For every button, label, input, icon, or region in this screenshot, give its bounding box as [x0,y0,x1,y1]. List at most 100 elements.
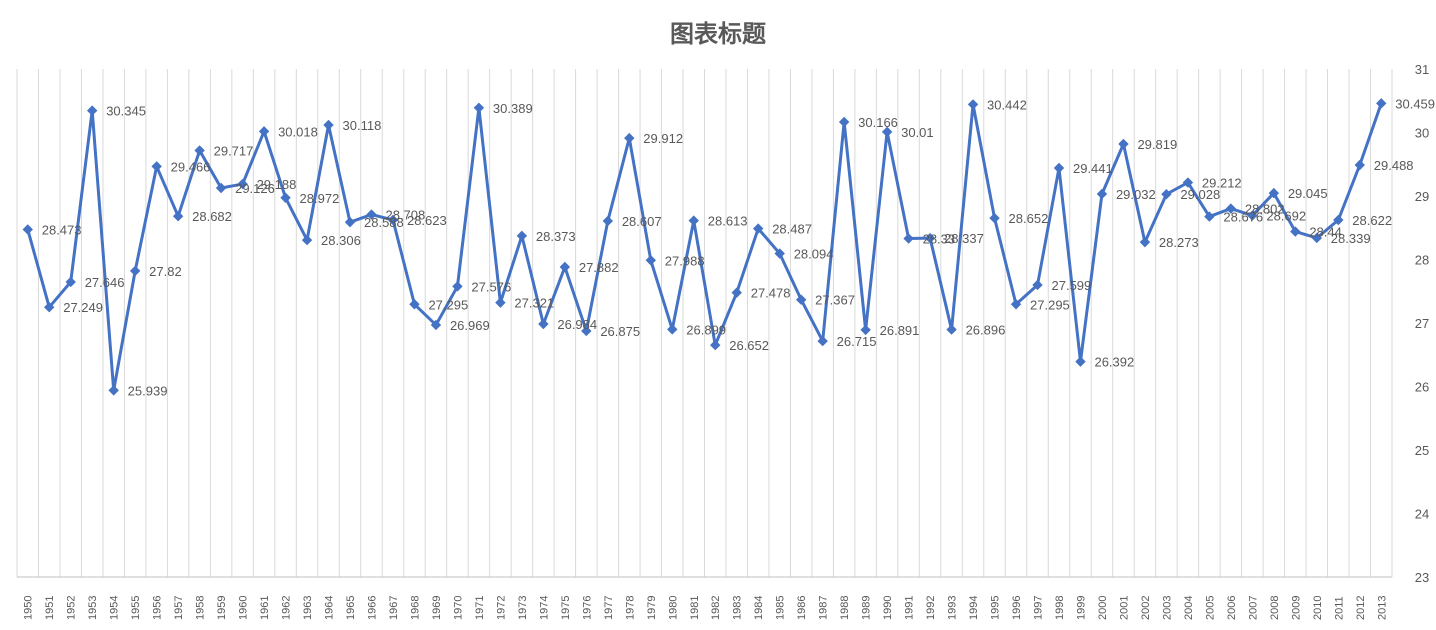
x-tick-label: 1995 [990,596,1002,620]
data-label: 28.676 [1223,210,1263,225]
data-point-marker [344,216,356,228]
data-point-marker [1075,356,1086,367]
data-point-marker [1118,138,1129,150]
data-label: 27.367 [815,293,855,308]
x-tick-label: 2004 [1183,596,1195,620]
data-label: 29.028 [1180,187,1220,202]
data-point-marker [753,223,764,234]
x-tick-label: 1981 [689,596,701,620]
data-label: 28.623 [407,213,447,228]
data-label: 26.984 [557,317,597,332]
data-point-marker [1032,279,1043,291]
data-label: 29.912 [643,131,683,146]
data-point-marker [44,301,55,313]
data-label: 28.339 [1331,231,1371,246]
data-point-marker [215,182,227,194]
data-point-marker [301,234,313,246]
data-label: 28.337 [944,231,984,246]
x-tick-label: 1979 [646,596,658,620]
data-point-marker [280,192,291,203]
data-label: 30.118 [343,118,382,133]
data-point-marker [946,324,957,335]
data-point-marker [1354,159,1365,171]
data-label: 27.249 [63,300,103,315]
data-label: 30.01 [901,125,934,140]
data-label: 27.988 [665,253,705,268]
data-point-marker [1161,189,1172,200]
x-tick-label: 1955 [130,596,142,620]
data-label: 28.306 [321,233,361,248]
data-label: 27.576 [471,279,511,294]
data-label: 28.613 [708,214,748,229]
x-tick-label: 1992 [925,596,937,620]
series-line [26,101,1383,392]
data-label: 27.295 [428,297,468,312]
x-tick-label: 2011 [1333,596,1345,620]
data-point-marker [881,126,893,138]
data-point-marker [538,318,549,330]
x-tick-label: 2006 [1226,596,1238,620]
x-tick-label: 1999 [1075,596,1087,620]
data-label: 29.441 [1073,161,1113,176]
x-tick-label: 2000 [1097,596,1109,620]
data-point-marker [473,102,485,114]
data-point-marker [323,119,334,131]
x-tick-label: 1997 [1033,596,1045,620]
x-tick-label: 1952 [66,596,78,620]
x-tick-label: 1996 [1011,596,1023,620]
x-tick-label: 1957 [173,596,185,620]
x-tick-label: 1954 [109,596,121,620]
x-tick-label: 1982 [710,596,722,620]
y-tick-label: 29 [1415,189,1429,204]
x-tick-label: 1975 [560,596,572,620]
data-label: 27.599 [1052,278,1092,293]
x-tick-label: 1980 [667,596,679,620]
data-label: 28.473 [42,222,82,237]
x-tick-label: 1983 [732,596,744,620]
data-label: 28.373 [536,229,576,244]
data-point-marker [108,385,119,396]
data-label: 29.188 [257,177,297,192]
data-label: 27.295 [1030,297,1070,312]
data-label: 28.33 [923,232,956,247]
data-label: 29.126 [235,181,275,196]
x-tick-label: 1961 [259,596,271,620]
data-label: 30.018 [278,124,318,139]
x-tick-label: 1968 [409,596,421,620]
x-tick-label: 1951 [44,596,56,620]
data-label: 28.273 [1159,235,1199,250]
data-point-marker [688,215,699,226]
x-tick-label: 1970 [452,596,464,620]
data-label: 27.321 [514,296,554,311]
y-tick-label: 23 [1415,570,1429,585]
data-point-marker [1225,203,1237,214]
data-point-marker [237,178,248,190]
data-point-marker [452,281,463,292]
data-label: 28.44 [1309,225,1342,240]
x-tick-label: 1989 [861,596,873,620]
x-tick-label: 1964 [324,596,336,620]
data-point-marker [795,294,807,305]
data-label: 29.488 [1374,158,1414,173]
x-tick-label: 1973 [517,596,529,620]
x-tick-label: 1958 [195,596,207,620]
data-point-marker [1268,187,1280,199]
data-point-marker [409,299,420,310]
data-point-marker [817,335,828,347]
x-tick-label: 1988 [839,596,851,620]
data-point-marker [194,145,205,156]
data-point-marker [989,212,1000,224]
data-label: 30.389 [493,101,533,116]
data-label: 29.032 [1116,187,1156,202]
x-tick-label: 1998 [1054,596,1066,620]
x-tick-label: 2009 [1290,596,1302,620]
data-label: 28.588 [364,215,404,230]
x-tick-label: 1960 [238,596,250,620]
data-label: 30.459 [1395,96,1435,111]
data-point-marker [1311,232,1323,244]
y-tick-label: 26 [1415,380,1429,395]
data-point-marker [645,255,656,266]
x-tick-label: 1967 [388,596,400,620]
x-tick-label: 2012 [1355,596,1367,620]
data-point-marker [1376,98,1387,109]
